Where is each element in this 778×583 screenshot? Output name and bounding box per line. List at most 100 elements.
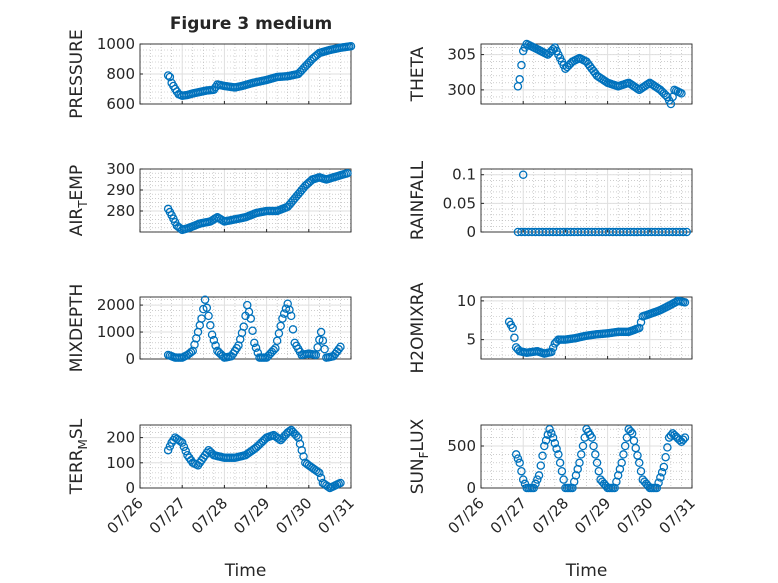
y-axis-label: H2OMIXRA: [408, 282, 428, 373]
data-point: [336, 342, 345, 352]
y-axis-label: TERRMSL: [67, 418, 90, 495]
x-tick-label: 07/30: [272, 494, 315, 537]
data-point: [531, 479, 540, 489]
data-point: [666, 431, 676, 440]
series-markers: [163, 168, 352, 235]
data-point: [281, 304, 291, 313]
data-point: [654, 478, 663, 487]
data-point: [316, 327, 326, 337]
data-point: [246, 314, 256, 323]
x-tick-label: 07/31: [315, 494, 358, 537]
data-point: [533, 475, 542, 484]
data-point: [555, 458, 565, 468]
y-axis-label: MIXDEPTH: [67, 284, 87, 373]
panel-rainfall: 0 0.05 0.1 RAINFALL: [408, 160, 693, 241]
data-point: [636, 317, 646, 327]
y-tick-label: 0: [125, 350, 135, 368]
data-point: [626, 427, 635, 436]
x-tick-label: 07/29: [571, 494, 614, 537]
data-point: [311, 350, 321, 360]
panel-theta: 300 305 THETA: [408, 39, 693, 109]
axes-box: [480, 43, 693, 105]
data-point: [656, 473, 665, 482]
panel-mixdepth: 0 1000 2000 MIXDEPTH: [67, 284, 352, 373]
data-point: [209, 335, 219, 345]
data-point: [251, 343, 261, 353]
data-point: [536, 461, 546, 470]
x-tick-label: 07/29: [230, 494, 273, 537]
data-point: [163, 71, 173, 80]
axes-box: [480, 168, 693, 233]
y-axis-label: SUNFLUX: [408, 418, 431, 494]
x-axis-label: Time: [565, 561, 608, 581]
data-point: [313, 467, 322, 476]
data-point: [343, 168, 352, 178]
data-point: [292, 431, 301, 440]
data-point: [576, 450, 586, 459]
y-tick-label: 100: [106, 454, 135, 472]
series-markers: [163, 295, 345, 362]
data-point: [680, 433, 690, 442]
data-point: [518, 475, 528, 484]
data-point: [592, 458, 602, 468]
data-point: [315, 468, 324, 478]
data-point: [334, 344, 343, 354]
data-point: [165, 72, 175, 82]
x-tick-label: 07/28: [188, 494, 231, 537]
data-point: [635, 458, 644, 468]
data-point: [575, 458, 584, 468]
data-point: [680, 298, 690, 307]
data-point: [336, 478, 345, 488]
x-tick-label: 07/28: [529, 494, 572, 537]
y-tick-label: 600: [106, 95, 135, 113]
y-tick-label: 290: [106, 181, 135, 199]
panel-air_temp: 280 290 300 AIRTEMP: [67, 160, 352, 236]
data-point: [316, 473, 326, 483]
data-point: [285, 427, 294, 436]
data-point: [318, 336, 328, 345]
data-point: [541, 436, 551, 445]
series-markers: [513, 39, 686, 109]
y-tick-label: 10: [457, 292, 476, 310]
y-tick-label: 0.05: [443, 194, 476, 212]
y-tick-label: 305: [447, 46, 476, 64]
data-point: [206, 321, 215, 330]
y-tick-label: 500: [447, 437, 476, 455]
data-point: [513, 454, 523, 463]
series-markers: [163, 42, 356, 101]
data-point: [578, 441, 588, 451]
data-point: [181, 446, 190, 456]
data-point: [517, 466, 526, 476]
data-point: [559, 475, 568, 484]
data-point: [204, 311, 213, 321]
data-point: [288, 325, 298, 334]
y-tick-label: 0: [466, 223, 476, 241]
y-tick-label: 1000: [97, 323, 135, 341]
data-point: [517, 60, 526, 70]
data-point: [285, 305, 294, 315]
data-point: [515, 75, 524, 84]
data-point: [248, 326, 257, 335]
panel-pressure: 600 800 1000 PRESSURE: [67, 29, 356, 119]
data-point: [552, 444, 561, 454]
y-tick-label: 300: [447, 81, 476, 99]
data-point: [534, 471, 544, 480]
data-point: [589, 441, 598, 451]
data-point: [620, 441, 630, 451]
data-point: [529, 483, 539, 493]
panel-h2omixra: 5 10 H2OMIXRA: [408, 282, 693, 374]
data-point: [538, 451, 547, 461]
x-tick-label: 07/26: [104, 494, 147, 537]
series-markers: [511, 424, 690, 493]
y-tick-label: 300: [106, 160, 135, 178]
y-axis-label: PRESSURE: [67, 29, 87, 118]
data-point: [177, 438, 187, 447]
y-tick-label: 2000: [97, 296, 135, 314]
y-axis-label: THETA: [408, 46, 428, 102]
data-point: [587, 433, 597, 442]
y-tick-label: 800: [106, 65, 135, 83]
data-point: [663, 443, 672, 452]
data-point: [515, 458, 524, 468]
data-point: [200, 295, 210, 304]
